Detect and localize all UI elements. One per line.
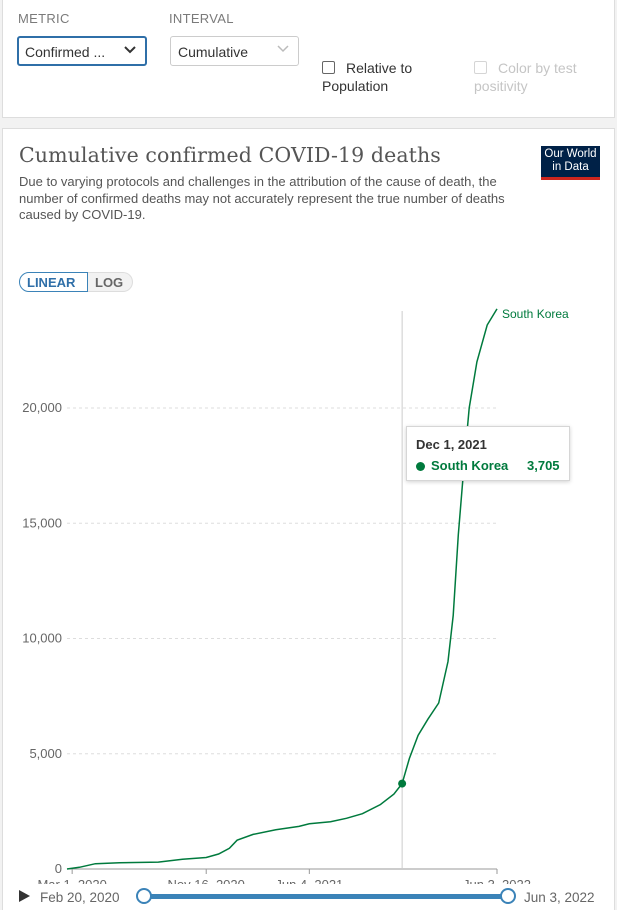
subtitle-line: number of confirmed deaths may not accur… — [19, 190, 505, 206]
color-label-line2: positivity — [474, 78, 528, 94]
metric-select[interactable]: Confirmed ... — [17, 36, 147, 66]
chart-title: Cumulative confirmed COVID-19 deaths — [19, 143, 441, 167]
interval-label: INTERVAL — [169, 11, 234, 26]
y-tick-label: 5,000 — [29, 746, 62, 761]
relative-label-line2: Population — [322, 78, 389, 94]
y-tick-label: 15,000 — [22, 515, 62, 530]
tooltip-value: 3,705 — [527, 458, 560, 473]
interval-select-value: Cumulative — [178, 44, 249, 60]
subtitle-line: caused by COVID-19. — [19, 207, 146, 222]
checkbox-box[interactable] — [322, 61, 335, 74]
x-tick-label: Jun 3, 2022 — [463, 877, 531, 884]
series-label: South Korea — [502, 307, 569, 321]
chevron-down-icon — [124, 46, 136, 54]
controls-bar: METRIC Confirmed ... INTERVAL Cumulative… — [2, 0, 615, 118]
color-by-test-positivity-checkbox: Color by test positivity — [474, 59, 604, 95]
series-line — [66, 308, 498, 870]
timeline-track[interactable] — [144, 894, 508, 899]
interval-select[interactable]: Cumulative — [170, 36, 299, 66]
play-icon[interactable] — [19, 890, 30, 902]
logo-line1: Our World — [544, 148, 597, 160]
chart-tooltip: Dec 1, 2021 South Korea 3,705 — [406, 426, 570, 481]
highlight-point — [398, 779, 407, 788]
timeline[interactable]: Feb 20, 2020 Jun 3, 2022 — [0, 884, 617, 910]
y-tick-label: 10,000 — [22, 631, 62, 646]
log-scale-button[interactable]: LOG — [88, 272, 133, 292]
relative-to-population-checkbox[interactable]: Relative to Population — [322, 59, 442, 95]
linear-scale-button[interactable]: LINEAR — [19, 272, 88, 292]
logo-line2: in Data — [552, 161, 589, 173]
y-tick-label: 20,000 — [22, 400, 62, 415]
metric-select-value: Confirmed ... — [25, 44, 106, 60]
tooltip-series-name: South Korea — [431, 458, 509, 473]
timeline-start-handle[interactable] — [136, 888, 152, 904]
x-tick-label: Jun 4, 2021 — [275, 877, 343, 884]
x-tick-label: Mar 1, 2020 — [37, 877, 106, 884]
timeline-end-label: Jun 3, 2022 — [524, 890, 595, 905]
timeline-start-label: Feb 20, 2020 — [40, 890, 120, 905]
chart-subtitle: Due to varying protocols and challenges … — [19, 174, 539, 224]
relative-label-line1: Relative to — [346, 60, 413, 76]
chart-panel: Cumulative confirmed COVID-19 deaths Due… — [2, 128, 615, 910]
metric-label: METRIC — [18, 11, 70, 26]
chevron-down-icon — [277, 45, 289, 53]
timeline-end-handle[interactable] — [500, 888, 516, 904]
line-chart: 0 5,000 10,000 15,000 20,000 Mar 1, 2020 Nov 1… — [22, 307, 569, 884]
our-world-in-data-logo[interactable]: Our World in Data — [541, 146, 600, 180]
subtitle-line: Due to varying protocols and challenges … — [19, 174, 497, 189]
x-tick-label: Nov 16, 2020 — [168, 877, 245, 884]
y-tick-label: 0 — [55, 861, 62, 876]
tooltip-date: Dec 1, 2021 — [416, 437, 487, 452]
color-label-line1: Color by test — [498, 60, 577, 76]
tooltip-series-dot — [416, 462, 425, 471]
checkbox-box — [474, 61, 487, 74]
